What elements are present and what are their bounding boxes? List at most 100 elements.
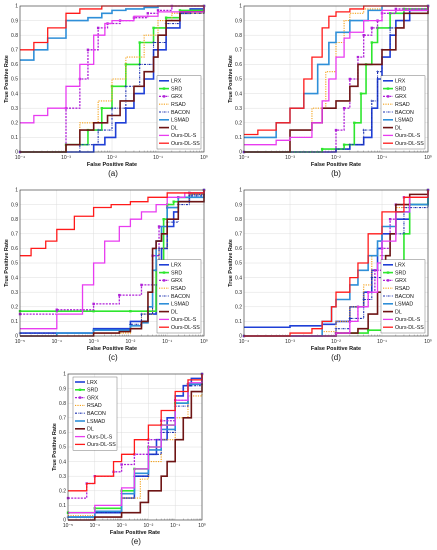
series-line-ours-dl-ss xyxy=(244,190,429,337)
data-point-bacon xyxy=(157,247,161,250)
y-tick-label: 0.3 xyxy=(11,106,18,112)
legend-label-rsad: RSAD xyxy=(171,286,186,292)
legend-label-srd: SRD xyxy=(171,270,182,276)
legend: LRXSRDGRXRSADBACONLSMADDLOurs-DL-SOurs-D… xyxy=(72,376,118,451)
x-tick-label: 10⁻⁴ xyxy=(90,523,100,529)
legend-label-bacon: BACON xyxy=(171,110,190,116)
legend-label-ours-dl-s: Ours-DL-S xyxy=(395,133,421,139)
axes-frame xyxy=(19,189,205,337)
y-tick-label: 0.6 xyxy=(11,62,18,68)
series-line-dl xyxy=(68,374,203,521)
y-tick-label: 0.7 xyxy=(235,48,242,54)
data-point-bacon xyxy=(348,317,352,320)
legend-label-lsmad: LSMAD xyxy=(395,302,413,308)
y-tick-label: 0.2 xyxy=(11,305,18,311)
data-point-srd xyxy=(172,200,175,203)
y-tick-label: 0.6 xyxy=(11,246,18,252)
x-tick-label: 10⁻¹ xyxy=(377,339,387,345)
data-point-srd xyxy=(110,85,114,88)
legend-label-lsmad: LSMAD xyxy=(87,419,105,425)
data-point-bacon xyxy=(388,26,392,30)
legend-label-dl: DL xyxy=(395,309,402,315)
x-tick-label: 10⁻³ xyxy=(117,523,127,529)
y-tick-label: 0.5 xyxy=(11,77,18,83)
data-point-bacon xyxy=(348,143,352,146)
data-point-srd xyxy=(402,232,406,235)
y-tick-label: 0.8 xyxy=(235,217,242,223)
legend-label-dl: DL xyxy=(171,309,178,315)
panel-caption: (c) xyxy=(108,353,118,362)
data-point-srd xyxy=(152,26,155,30)
legend-label-ours-dl-ss: Ours-DL-SS xyxy=(171,141,200,147)
y-tick-label: 0.9 xyxy=(59,386,66,392)
x-tick-label: 10⁻⁴ xyxy=(239,339,249,345)
y-tick-label: 1 xyxy=(239,188,242,194)
legend-label-rsad: RSAD xyxy=(171,102,186,108)
y-tick-label: 0.9 xyxy=(235,18,242,24)
y-tick-label: 0.6 xyxy=(59,430,66,436)
legend-marker xyxy=(162,279,166,282)
series-line-grx xyxy=(20,5,204,153)
data-point-srd xyxy=(178,9,182,12)
data-point-bacon xyxy=(140,312,143,316)
x-tick-label: 10⁻¹ xyxy=(162,339,172,345)
legend-label-lrx: LRX xyxy=(395,79,406,85)
y-tick-label: 0.4 xyxy=(11,91,18,97)
legend-marker xyxy=(386,271,390,274)
legend: LRXSRDGRXRSADBACONLSMADDLOurs-DL-SOurs-D… xyxy=(156,75,202,150)
legend-label-ours-dl-ss: Ours-DL-SS xyxy=(87,442,116,448)
series-line-ours-dl-s xyxy=(20,6,205,124)
x-tick-label: 10⁻⁴ xyxy=(15,155,25,161)
legend-label-dl: DL xyxy=(395,125,402,131)
data-point-srd xyxy=(320,147,324,151)
series-line-ours-dl-ss xyxy=(68,374,203,492)
x-tick-label: 10⁻⁵ xyxy=(63,523,73,529)
legend-label-grx: GRX xyxy=(171,278,183,284)
y-tick-label: 0.7 xyxy=(11,232,18,238)
y-tick-label: 0 xyxy=(63,518,66,524)
y-tick-label: 0.4 xyxy=(11,275,18,281)
data-point-bacon xyxy=(138,63,141,66)
legend-marker xyxy=(386,279,390,282)
y-tick-label: 0.3 xyxy=(235,106,242,112)
x-tick-label: 10⁰ xyxy=(424,339,432,345)
y-tick-label: 0.8 xyxy=(11,33,18,39)
data-point-srd xyxy=(366,328,370,332)
y-axis-label: True Positive Rate xyxy=(228,55,234,103)
legend-label-rsad: RSAD xyxy=(395,286,410,292)
legend-label-grx: GRX xyxy=(395,278,407,284)
y-tick-label: 0 xyxy=(239,150,242,156)
legend-label-srd: SRD xyxy=(395,86,406,92)
y-tick-label: 0.3 xyxy=(11,290,18,296)
data-point-bacon xyxy=(334,327,338,330)
data-point-grx xyxy=(96,26,100,30)
y-tick-label: 0.3 xyxy=(235,290,242,296)
legend-label-bacon: BACON xyxy=(395,110,414,116)
y-tick-label: 0.2 xyxy=(235,305,242,311)
y-tick-label: 0.9 xyxy=(11,202,18,208)
legend-label-ours-dl-ss: Ours-DL-SS xyxy=(395,141,424,147)
axes-frame xyxy=(243,5,429,153)
y-tick-label: 0.7 xyxy=(235,232,242,238)
data-point-grx xyxy=(120,463,123,466)
x-tick-label: 10⁰ xyxy=(200,155,208,161)
y-axis-label: True Positive Rate xyxy=(52,423,58,471)
y-tick-label: 0.4 xyxy=(59,459,66,465)
data-point-srd xyxy=(164,16,168,19)
series-line-rsad xyxy=(244,190,429,337)
legend-label-ours-dl-s: Ours-DL-S xyxy=(171,317,197,323)
y-tick-label: 0.6 xyxy=(235,62,242,68)
legend-label-grx: GRX xyxy=(87,395,99,401)
y-axis-label: True Positive Rate xyxy=(4,55,10,103)
data-point-grx xyxy=(156,9,160,12)
data-point-grx xyxy=(157,225,161,228)
data-point-srd xyxy=(162,218,165,221)
legend-marker xyxy=(78,388,82,391)
x-tick-label: 10⁻¹ xyxy=(170,523,180,529)
legend-label-lrx: LRX xyxy=(87,380,98,386)
y-tick-label: 0.6 xyxy=(235,246,242,252)
y-tick-label: 0.5 xyxy=(59,445,66,451)
data-point-bacon xyxy=(370,276,374,279)
data-point-grx xyxy=(342,107,346,110)
